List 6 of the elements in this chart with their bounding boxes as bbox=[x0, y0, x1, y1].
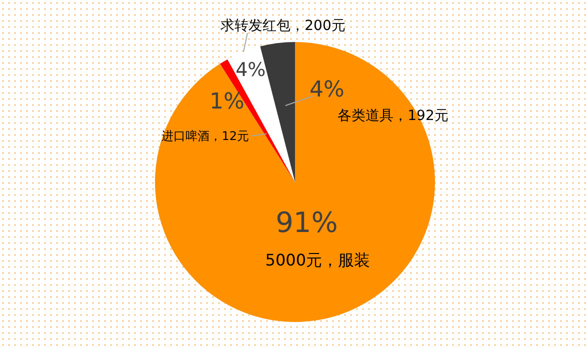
slice-label: 5000元，服装 bbox=[265, 250, 370, 270]
slice-label: 求转发红包，200元 bbox=[220, 18, 346, 34]
data-label: 91% bbox=[276, 206, 338, 239]
data-label: 4% bbox=[236, 59, 266, 82]
data-label: 1% bbox=[210, 90, 244, 114]
data-label: 4% bbox=[310, 78, 344, 102]
